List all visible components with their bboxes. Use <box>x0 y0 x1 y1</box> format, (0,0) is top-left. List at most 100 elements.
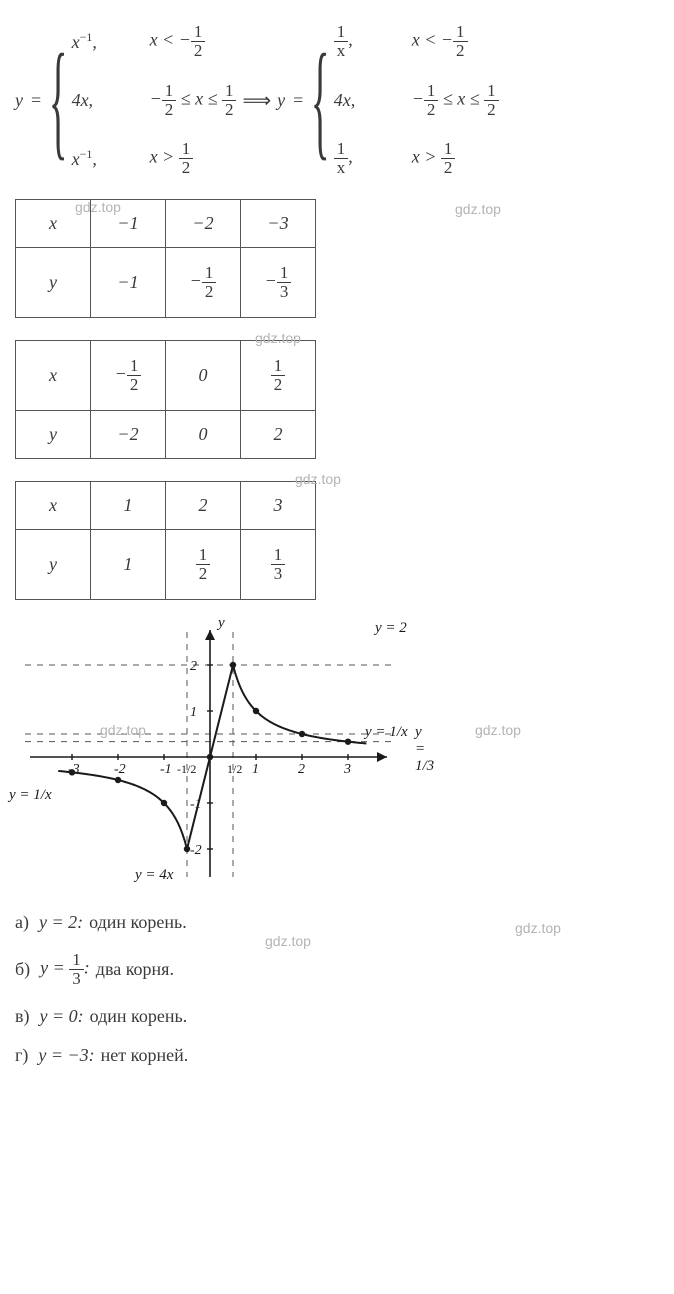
piece-expr: 1x, <box>334 140 382 177</box>
table-3-section: gdz.top x 1 2 3 y 1 12 13 <box>15 481 659 600</box>
equals-sign: = <box>31 90 41 111</box>
graph-label-y-eq-1-3: y = 1/3 <box>415 724 434 775</box>
table-cell: 13 <box>241 530 316 600</box>
graph-label-y-eq-2: y = 2 <box>375 620 407 637</box>
table-row: x −1 −2 −3 <box>16 200 316 248</box>
answers-section: а) y = 2: один корень. gdz.top б) y = 13… <box>15 912 659 1066</box>
table-header-y: y <box>16 248 91 318</box>
table-row: y −1 −12 −13 <box>16 248 316 318</box>
answer-c: в) y = 0: один корень. <box>15 1006 659 1027</box>
svg-text:2: 2 <box>298 762 305 777</box>
graph-label-y-eq-1-over-x: y = 1/x <box>365 724 408 741</box>
table-header-x: x <box>16 482 91 530</box>
table-header-x: x <box>16 200 91 248</box>
graph-y-axis-label: y <box>218 615 225 632</box>
table-row: x −12 0 12 <box>16 341 316 411</box>
table-cell: 0 <box>166 341 241 411</box>
answer-prefix: г) <box>15 1045 28 1066</box>
piecewise-equation: y = { x−1, x < −12 4x, −12 ≤ x ≤ 12 x−1,… <box>15 15 659 185</box>
piece-cond: x < −12 <box>150 23 206 60</box>
piece-expr: 4x, <box>334 90 382 111</box>
answer-prefix: б) <box>15 959 30 980</box>
answer-b: б) y = 13: два корня. gdz.top <box>15 951 659 988</box>
piece-cond: x > 12 <box>150 140 194 177</box>
piece-cond: x < −12 <box>412 23 468 60</box>
table-cell: −13 <box>241 248 316 318</box>
left-brace-2: { <box>311 48 330 152</box>
table-cell: −1 <box>91 248 166 318</box>
svg-text:1: 1 <box>252 762 259 777</box>
piece-expr: 4x, <box>72 90 120 111</box>
svg-text:-1: -1 <box>160 762 172 777</box>
answer-text: два корня. <box>96 959 174 980</box>
watermark: gdz.top <box>475 722 521 738</box>
svg-text:1/2: 1/2 <box>227 762 242 776</box>
table-cell: −2 <box>166 200 241 248</box>
answer-text: один корень. <box>89 912 187 933</box>
piece-cond: −12 ≤ x ≤ 12 <box>150 82 237 119</box>
piece-expr: x−1, <box>72 30 120 53</box>
watermark: gdz.top <box>265 933 311 949</box>
table-row: y 1 12 13 <box>16 530 316 600</box>
rhs-y: y <box>277 90 285 111</box>
svg-text:-1/2: -1/2 <box>177 762 196 776</box>
answer-prefix: а) <box>15 912 29 933</box>
watermark: gdz.top <box>515 920 561 936</box>
table-cell: 12 <box>241 341 316 411</box>
lhs-y: y <box>15 90 23 111</box>
piece-row: 1x, x > 12 <box>334 140 499 177</box>
function-graph: -3-2-1123-2-112-1/21/2 y = 2 y = 1/x y =… <box>15 622 415 892</box>
answer-math: y = 0: <box>40 1006 84 1027</box>
table-cell: 2 <box>166 482 241 530</box>
piece-row: x−1, x < −12 <box>72 23 237 60</box>
table-row: y −2 0 2 <box>16 411 316 459</box>
answer-text: нет корней. <box>101 1045 189 1066</box>
table-cell: −12 <box>91 341 166 411</box>
watermark: gdz.top <box>455 201 501 217</box>
answer-prefix: в) <box>15 1006 30 1027</box>
table-header-y: y <box>16 411 91 459</box>
piece-cond: −12 ≤ x ≤ 12 <box>412 82 499 119</box>
table-cell: −12 <box>166 248 241 318</box>
implies-arrow: ⟹ <box>242 88 271 113</box>
answer-d: г) y = −3: нет корней. <box>15 1045 659 1066</box>
table-cell: −1 <box>91 200 166 248</box>
left-brace-1: { <box>49 48 68 152</box>
piece-expr: x−1, <box>72 147 120 170</box>
equals-sign: = <box>293 90 303 111</box>
svg-text:3: 3 <box>343 762 351 777</box>
answer-a: а) y = 2: один корень. gdz.top <box>15 912 659 933</box>
graph-svg: -3-2-1123-2-112-1/21/2 <box>15 622 415 882</box>
piecewise-definition: y = { x−1, x < −12 4x, −12 ≤ x ≤ 12 x−1,… <box>15 15 659 185</box>
piece-row: 1x, x < −12 <box>334 23 499 60</box>
value-table-3: x 1 2 3 y 1 12 13 <box>15 481 316 600</box>
piece-row: 4x, −12 ≤ x ≤ 12 <box>334 82 499 119</box>
table-cell: 1 <box>91 530 166 600</box>
piece-row: 4x, −12 ≤ x ≤ 12 <box>72 82 237 119</box>
table-cell: 2 <box>241 411 316 459</box>
table-row: x 1 2 3 <box>16 482 316 530</box>
table-cell: −3 <box>241 200 316 248</box>
table-2-section: gdz.top x −12 0 12 y −2 0 2 <box>15 340 659 459</box>
answer-math: y = 2: <box>39 912 83 933</box>
right-piecewise-body: 1x, x < −12 4x, −12 ≤ x ≤ 12 1x, x > 12 <box>334 15 499 185</box>
table-cell: 0 <box>166 411 241 459</box>
answer-math: y = −3: <box>38 1045 94 1066</box>
piece-row: x−1, x > 12 <box>72 140 237 177</box>
table-cell: 3 <box>241 482 316 530</box>
answer-text: один корень. <box>90 1006 188 1027</box>
answer-math: y = 13: <box>40 951 90 988</box>
table-header-x: x <box>16 341 91 411</box>
graph-label-y-eq-4x: y = 4x <box>135 867 173 884</box>
svg-text:-2: -2 <box>190 843 202 858</box>
piece-expr: 1x, <box>334 23 382 60</box>
table-cell: −2 <box>91 411 166 459</box>
svg-text:1: 1 <box>190 705 197 720</box>
svg-text:2: 2 <box>190 659 197 674</box>
left-piecewise-body: x−1, x < −12 4x, −12 ≤ x ≤ 12 x−1, x > 1… <box>72 15 237 185</box>
value-table-2: x −12 0 12 y −2 0 2 <box>15 340 316 459</box>
table-cell: 1 <box>91 482 166 530</box>
table-cell: 12 <box>166 530 241 600</box>
piece-cond: x > 12 <box>412 140 456 177</box>
table-header-y: y <box>16 530 91 600</box>
